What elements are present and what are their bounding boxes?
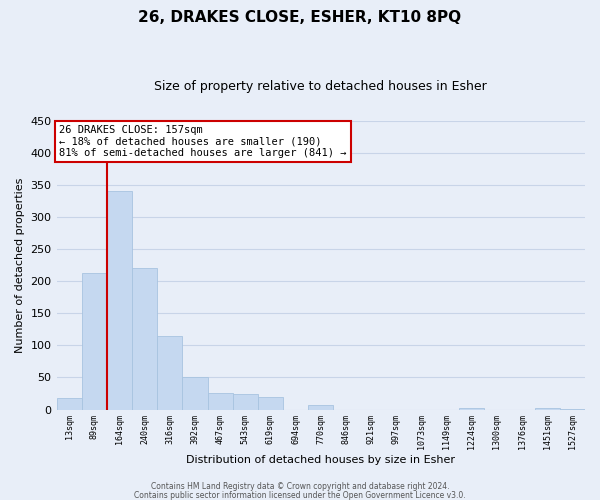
- Bar: [459, 408, 484, 410]
- Bar: [208, 393, 233, 409]
- Title: Size of property relative to detached houses in Esher: Size of property relative to detached ho…: [154, 80, 487, 93]
- Y-axis label: Number of detached properties: Number of detached properties: [15, 178, 25, 353]
- Bar: [82, 273, 107, 409]
- Bar: [258, 396, 283, 409]
- Bar: [132, 268, 157, 410]
- Bar: [56, 398, 82, 409]
- Text: 26, DRAKES CLOSE, ESHER, KT10 8PQ: 26, DRAKES CLOSE, ESHER, KT10 8PQ: [139, 10, 461, 25]
- Bar: [560, 409, 585, 410]
- Text: Contains HM Land Registry data © Crown copyright and database right 2024.: Contains HM Land Registry data © Crown c…: [151, 482, 449, 491]
- Text: 26 DRAKES CLOSE: 157sqm
← 18% of detached houses are smaller (190)
81% of semi-d: 26 DRAKES CLOSE: 157sqm ← 18% of detache…: [59, 125, 347, 158]
- Bar: [157, 336, 182, 409]
- Bar: [308, 405, 334, 409]
- Bar: [233, 394, 258, 409]
- Text: Contains public sector information licensed under the Open Government Licence v3: Contains public sector information licen…: [134, 490, 466, 500]
- Bar: [535, 408, 560, 410]
- Bar: [107, 191, 132, 410]
- Bar: [182, 377, 208, 410]
- X-axis label: Distribution of detached houses by size in Esher: Distribution of detached houses by size …: [186, 455, 455, 465]
